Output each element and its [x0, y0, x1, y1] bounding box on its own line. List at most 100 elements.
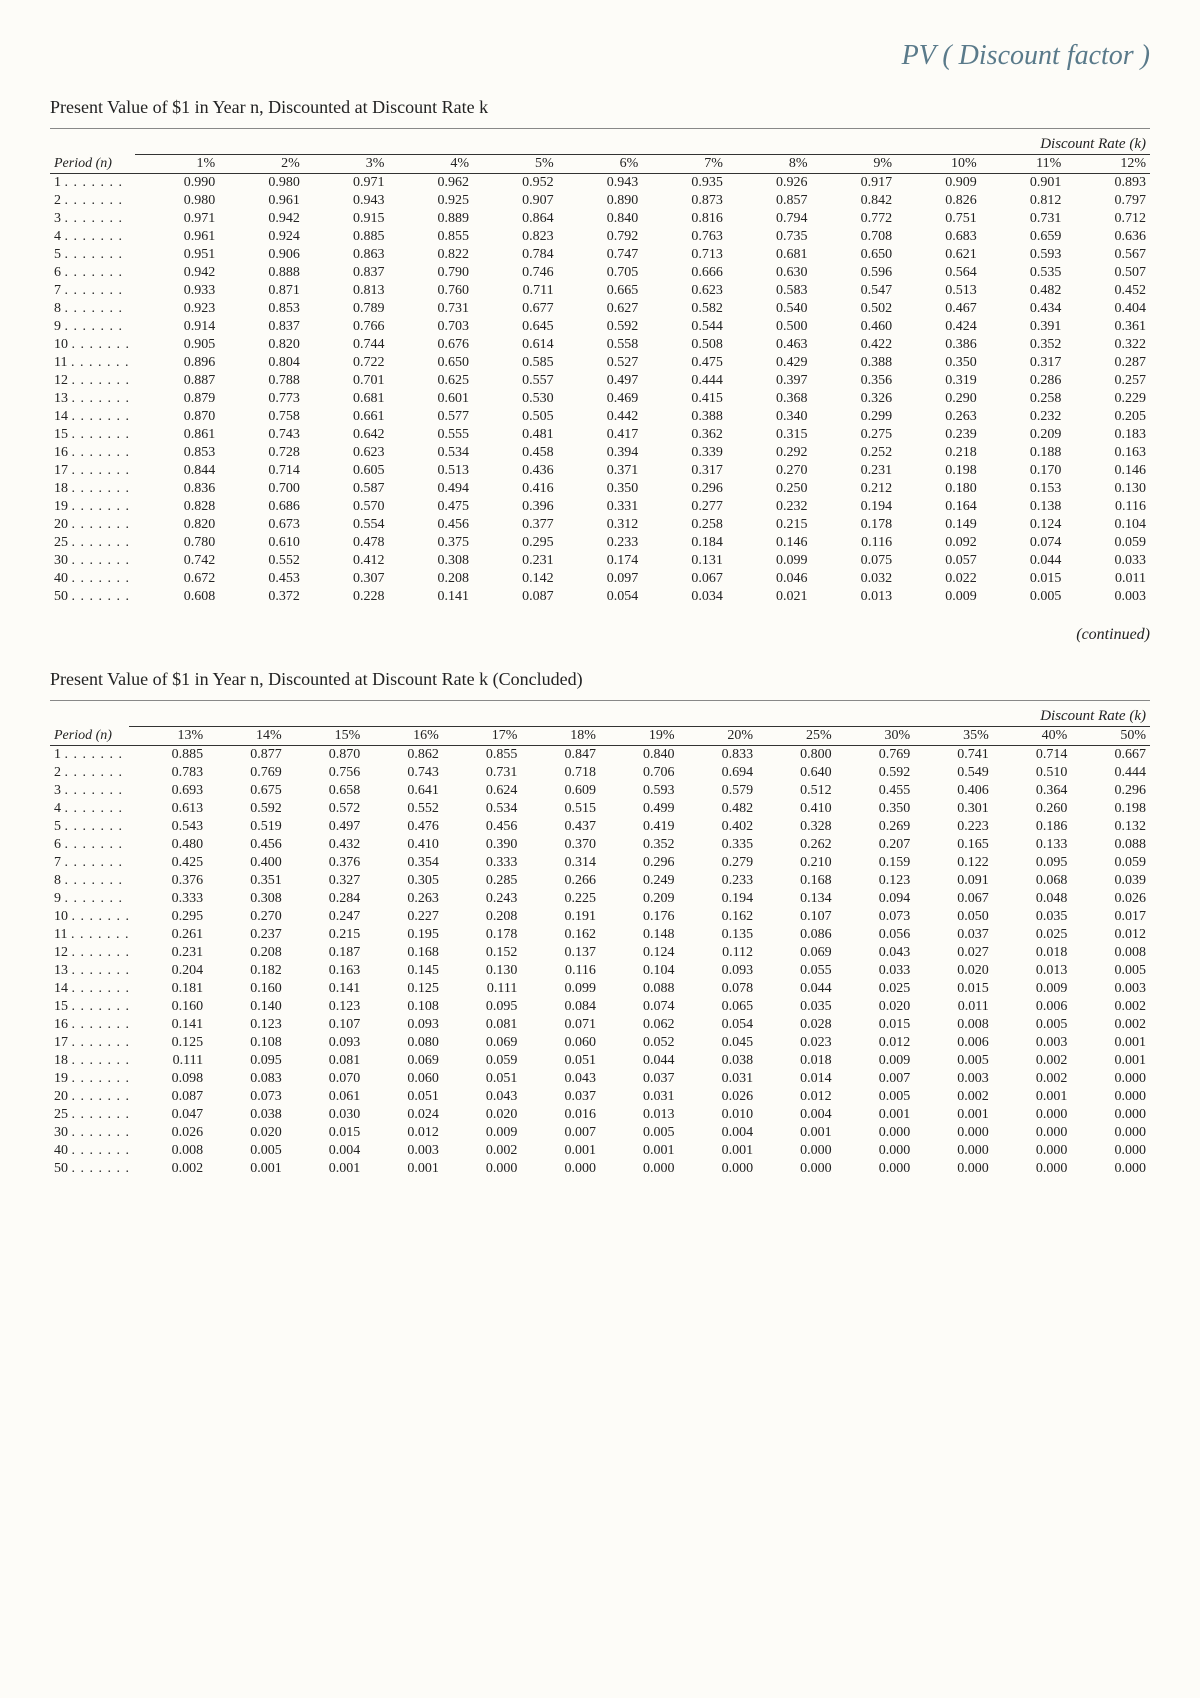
pv-value: 0.233 — [558, 534, 643, 552]
pv-value: 0.907 — [473, 192, 558, 210]
rate-header: 6% — [558, 155, 643, 174]
pv-value: 0.141 — [388, 588, 473, 606]
pv-value: 0.107 — [286, 1016, 365, 1034]
pv-value: 0.229 — [1065, 390, 1150, 408]
pv-value: 0.165 — [914, 836, 993, 854]
pv-value: 0.333 — [129, 890, 208, 908]
pv-value: 0.030 — [286, 1106, 365, 1124]
pv-value: 0.677 — [473, 300, 558, 318]
pv-value: 0.018 — [757, 1052, 836, 1070]
pv-value: 0.290 — [896, 390, 981, 408]
pv-value: 0.416 — [473, 480, 558, 498]
pv-value: 0.275 — [811, 426, 896, 444]
pv-value: 0.024 — [364, 1106, 443, 1124]
pv-value: 0.326 — [811, 390, 896, 408]
pv-value: 0.853 — [219, 300, 304, 318]
period-cell: 50 . . . . . . . — [50, 1160, 129, 1178]
pv-value: 0.073 — [836, 908, 915, 926]
pv-value: 0.735 — [727, 228, 812, 246]
pv-value: 0.434 — [981, 300, 1066, 318]
pv-value: 0.747 — [558, 246, 643, 264]
pv-value: 0.002 — [129, 1160, 208, 1178]
pv-value: 0.585 — [473, 354, 558, 372]
pv-value: 0.067 — [642, 570, 727, 588]
pv-value: 0.792 — [558, 228, 643, 246]
period-cell: 4 . . . . . . . — [50, 228, 135, 246]
pv-value: 0.961 — [135, 228, 220, 246]
period-cell: 11 . . . . . . . — [50, 926, 129, 944]
pv-value: 0.769 — [836, 746, 915, 765]
pv-value: 0.513 — [388, 462, 473, 480]
period-cell: 13 . . . . . . . — [50, 390, 135, 408]
pv-value: 0.636 — [1065, 228, 1150, 246]
pv-value: 0.092 — [896, 534, 981, 552]
pv-value: 0.000 — [679, 1160, 758, 1178]
pv-value: 0.478 — [304, 534, 389, 552]
pv-value: 0.108 — [364, 998, 443, 1016]
pv-value: 0.482 — [981, 282, 1066, 300]
pv-value: 0.138 — [981, 498, 1066, 516]
pv-value: 0.070 — [286, 1070, 365, 1088]
pv-value: 0.104 — [1065, 516, 1150, 534]
pv-value: 0.444 — [642, 372, 727, 390]
table2-wrap: Discount Rate (k)Period (n)13%14%15%16%1… — [50, 700, 1150, 1178]
pv-value: 0.625 — [388, 372, 473, 390]
pv-value: 0.942 — [219, 210, 304, 228]
rate-header: 19% — [600, 727, 679, 746]
pv-value: 0.215 — [286, 926, 365, 944]
pv-value: 0.552 — [364, 800, 443, 818]
pv-value: 0.714 — [219, 462, 304, 480]
pv-value: 0.048 — [993, 890, 1072, 908]
pv-value: 0.000 — [993, 1142, 1072, 1160]
pv-value: 0.208 — [388, 570, 473, 588]
pv-value: 0.773 — [219, 390, 304, 408]
pv-value: 0.184 — [642, 534, 727, 552]
pv-value: 0.003 — [1065, 588, 1150, 606]
pv-value: 0.896 — [135, 354, 220, 372]
pv-value: 0.160 — [207, 980, 286, 998]
period-cell: 7 . . . . . . . — [50, 282, 135, 300]
pv-value: 0.299 — [811, 408, 896, 426]
rate-header: 16% — [364, 727, 443, 746]
pv-value: 0.016 — [521, 1106, 600, 1124]
pv-value: 0.000 — [1071, 1070, 1150, 1088]
rate-header: 50% — [1071, 727, 1150, 746]
period-cell: 17 . . . . . . . — [50, 1034, 129, 1052]
pv-value: 0.056 — [836, 926, 915, 944]
pv-value: 0.075 — [811, 552, 896, 570]
period-cell: 5 . . . . . . . — [50, 818, 129, 836]
pv-value: 0.125 — [364, 980, 443, 998]
pv-value: 0.208 — [443, 908, 522, 926]
pv-value: 0.026 — [679, 1088, 758, 1106]
pv-value: 0.094 — [836, 890, 915, 908]
pv-value: 0.926 — [727, 174, 812, 193]
rate-header: 20% — [679, 727, 758, 746]
pv-value: 0.513 — [896, 282, 981, 300]
pv-value: 0.159 — [836, 854, 915, 872]
pv-value: 0.564 — [896, 264, 981, 282]
pv-value: 0.187 — [286, 944, 365, 962]
pv-value: 0.037 — [600, 1070, 679, 1088]
pv-value: 0.847 — [521, 746, 600, 765]
pv-value: 0.018 — [993, 944, 1072, 962]
pv-value: 0.002 — [993, 1070, 1072, 1088]
pv-value: 0.249 — [600, 872, 679, 890]
pv-value: 0.673 — [219, 516, 304, 534]
pv-value: 0.623 — [642, 282, 727, 300]
pv-value: 0.005 — [993, 1016, 1072, 1034]
handwritten-note: PV ( Discount factor ) — [50, 40, 1150, 72]
pv-value: 0.146 — [727, 534, 812, 552]
pv-value: 0.864 — [473, 210, 558, 228]
period-cell: 3 . . . . . . . — [50, 782, 129, 800]
pv-value: 0.112 — [679, 944, 758, 962]
pv-value: 0.164 — [896, 498, 981, 516]
pv-value: 0.853 — [135, 444, 220, 462]
pv-value: 0.107 — [757, 908, 836, 926]
pv-value: 0.286 — [981, 372, 1066, 390]
pv-value: 0.168 — [757, 872, 836, 890]
pv-value: 0.376 — [286, 854, 365, 872]
pv-value: 0.025 — [836, 980, 915, 998]
pv-value: 0.163 — [286, 962, 365, 980]
pv-value: 0.000 — [600, 1160, 679, 1178]
pv-value: 0.277 — [642, 498, 727, 516]
